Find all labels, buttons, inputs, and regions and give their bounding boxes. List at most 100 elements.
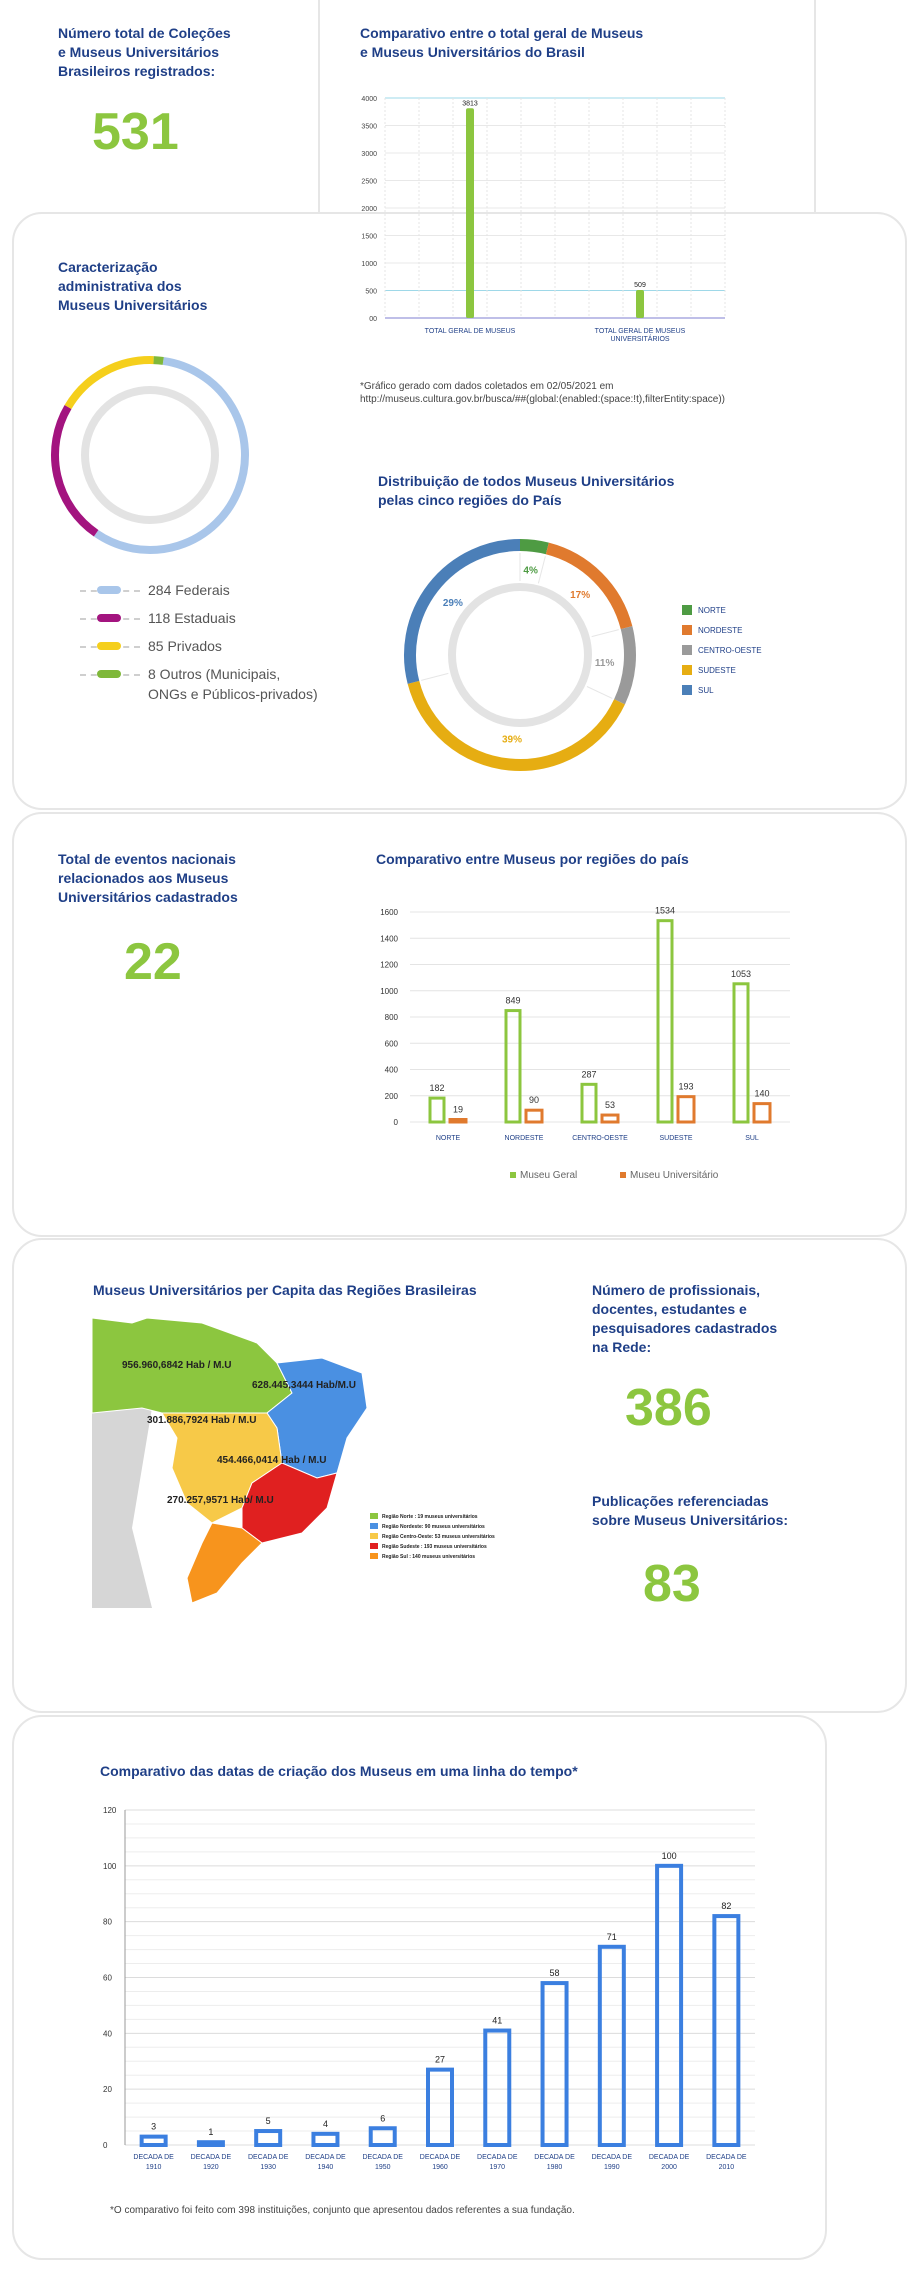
chart4-bar <box>426 2067 454 2147</box>
map-label-centro-oeste: 301.886,7924 Hab / M.U <box>147 1415 257 1426</box>
region-sul <box>186 1522 263 1604</box>
admin-donut-inner-ring <box>81 386 219 524</box>
professionals-title: Número de profissionais, docentes, estud… <box>592 1282 778 1355</box>
chart4-category-label: DECADA DE 1910 <box>133 2154 174 2171</box>
panel-admin-characterization <box>12 212 907 810</box>
chart3-data-label: 849 <box>505 996 520 1006</box>
admin-donut-segment <box>93 356 249 554</box>
neighbor-countries <box>92 1368 152 1608</box>
per-capita-title: Museus Universitários per Capita das Reg… <box>93 1282 477 1298</box>
chart3-data-label: 140 <box>754 1089 769 1099</box>
admin-legend-marker <box>80 580 140 600</box>
chart3-bar-geral <box>732 982 750 1124</box>
admin-legend-label: 8 Outros (Municipais, ONGs e Públicos-pr… <box>148 666 318 702</box>
chart2-legend-item: NORTE <box>682 605 726 615</box>
chart4-data-label: 6 <box>380 2113 385 2123</box>
chart3-ytick: 600 <box>385 1039 399 1048</box>
chart2-legend-swatch <box>682 685 692 695</box>
chart2-legend-swatch <box>682 665 692 675</box>
chart4-ytick: 80 <box>103 1918 112 1927</box>
chart4-bar <box>311 2131 340 2148</box>
chart3-legend-label: Museu Universitário <box>630 1170 719 1181</box>
chart4-data-label: 5 <box>266 2116 271 2126</box>
chart4-ytick: 100 <box>103 1862 117 1871</box>
total-collections-title: Número total de Coleções e Museus Univer… <box>58 25 231 79</box>
chart4-bar <box>597 1944 626 2147</box>
chart3-category-label: NORTE <box>436 1135 461 1142</box>
chart1-ytick: 00 <box>369 316 377 323</box>
chart1-ytick: 1000 <box>361 261 377 268</box>
chart2-slice <box>404 539 521 684</box>
chart4-data-label: 27 <box>435 2055 445 2065</box>
chart1-ytick: 500 <box>365 289 377 296</box>
chart3-legend-swatch <box>620 1172 626 1178</box>
chart3-ytick: 1400 <box>380 934 398 943</box>
chart1-bar <box>466 108 474 318</box>
chart4-bar <box>254 2129 283 2147</box>
map-legend-label: Região Centro-Oeste: 53 museus universit… <box>382 1534 495 1540</box>
events-number: 22 <box>124 933 182 991</box>
chart2-legend-item: SUL <box>682 685 714 695</box>
chart4-ytick: 0 <box>103 2141 108 2150</box>
chart4-ytick: 40 <box>103 2029 112 2038</box>
chart2-legend-item: SUDESTE <box>682 665 736 675</box>
admin-donut-chart <box>51 356 249 554</box>
chart-timeline: 0 20 40 60 80 100 120 3 DECADA DE 1910 1 DECADA DE 1… <box>103 1806 755 2171</box>
chart4-data-label: 41 <box>492 2016 502 2026</box>
chart3-category-label: NORDESTE <box>505 1135 544 1142</box>
chart2-legend-item: CENTRO-OESTE <box>682 645 762 655</box>
chart3-ytick: 0 <box>394 1118 399 1127</box>
chart2-slice <box>407 680 625 771</box>
chart4-ytick: 20 <box>103 2085 112 2094</box>
chart2-data-label: 11% <box>595 658 615 669</box>
chart4-bar <box>196 2140 225 2148</box>
chart4-data-label: 4 <box>323 2119 328 2129</box>
chart1-ytick: 3500 <box>361 124 377 131</box>
chart2-divider <box>537 556 546 584</box>
chart4-ytick: 60 <box>103 1974 112 1983</box>
chart1-ytick: 2500 <box>361 179 377 186</box>
chart3-data-label: 53 <box>605 1100 615 1110</box>
chart2-divider <box>421 672 449 681</box>
chart3-bar-universitario <box>752 1102 772 1124</box>
chart4-note: *O comparativo foi feito com 398 institu… <box>110 2205 575 2216</box>
chart3-title: Comparativo entre Museus por regiões do … <box>376 851 689 867</box>
chart4-data-label: 71 <box>607 1932 617 1942</box>
chart2-legend-label: SUL <box>698 685 714 695</box>
chart3-bar-universitario <box>448 1118 468 1124</box>
chart4-bar <box>368 2126 397 2147</box>
chart3-category-label: SUDESTE <box>659 1135 692 1142</box>
admin-legend-label: 118 Estaduais <box>148 610 236 626</box>
chart4-data-label: 3 <box>151 2122 156 2132</box>
chart2-divider <box>591 629 619 638</box>
admin-legend-item: 118 Estaduais <box>80 608 236 628</box>
chart4-data-label: 82 <box>721 1901 731 1911</box>
admin-donut-segment <box>153 356 164 365</box>
chart3-ytick: 1200 <box>380 961 398 970</box>
admin-legend-marker <box>80 608 140 628</box>
chart3-data-label: 90 <box>529 1095 539 1105</box>
chart3-bar-geral <box>428 1096 446 1124</box>
brazil-regions-map: 956.960,6842 Hab / M.U 628.445,3444 Hab/M… <box>92 1318 512 1608</box>
map-legend-label: Região Sul : 140 museus universitários <box>382 1554 475 1560</box>
chart2-slice <box>545 542 633 630</box>
chart3-ytick: 200 <box>385 1092 399 1101</box>
chart2-legend-item: NORDESTE <box>682 625 742 635</box>
chart2-legend-label: NORDESTE <box>698 625 743 635</box>
chart2-inner-ring <box>448 583 592 727</box>
chart3-bar-geral <box>580 1082 598 1124</box>
admin-legend-item: 284 Federais <box>80 580 230 600</box>
chart2-data-label: 39% <box>502 735 522 746</box>
admin-legend-label: 284 Federais <box>148 582 230 598</box>
chart2-slice <box>519 539 549 555</box>
admin-donut-segment <box>64 356 154 410</box>
map-label-sudeste: 454.466,0414 Hab / M.U <box>217 1455 327 1466</box>
panel-timeline <box>12 1715 827 2260</box>
map-legend-label: Região Norte : 19 museus universitários <box>382 1514 478 1520</box>
chart3-ytick: 400 <box>385 1066 399 1075</box>
chart4-bar <box>540 1981 569 2147</box>
chart2-legend-swatch <box>682 605 692 615</box>
chart4-data-label: 58 <box>550 1968 560 1978</box>
chart1-category-label: TOTAL GERAL DE MUSEUS UNIVERSITÁRIOS <box>595 328 686 343</box>
chart-total-museums: 00 500 1000 1500 2000 2500 3000 3500 4000 3813 TOT… <box>361 96 726 343</box>
